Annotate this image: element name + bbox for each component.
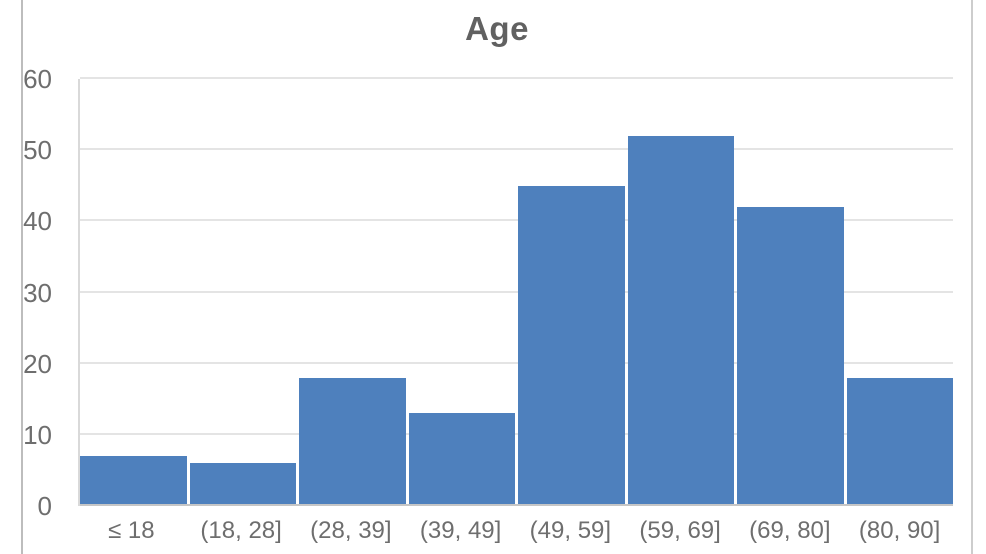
gridline-60 bbox=[80, 77, 953, 79]
x-tick-label-1: (18, 28] bbox=[200, 517, 282, 544]
bar-4 bbox=[518, 185, 625, 506]
y-tick-label-10: 10 bbox=[23, 419, 52, 450]
bar-1 bbox=[189, 463, 296, 506]
chart-border-left bbox=[21, 0, 23, 554]
gridline-10 bbox=[80, 432, 953, 435]
chart-border-right bbox=[971, 0, 973, 554]
bar-2 bbox=[299, 377, 406, 506]
gridline-30 bbox=[80, 290, 953, 293]
bar-5 bbox=[627, 135, 734, 506]
x-axis-line bbox=[80, 504, 953, 506]
y-tick-label-60: 60 bbox=[23, 64, 52, 94]
x-tick-label-6: (69, 80] bbox=[749, 517, 831, 544]
y-tick-label-30: 30 bbox=[23, 277, 52, 308]
x-tick-label-5: (59, 69] bbox=[639, 517, 721, 544]
x-tick-label-7: (80, 90] bbox=[858, 517, 941, 544]
bar-3 bbox=[408, 413, 515, 506]
y-tick-label-40: 40 bbox=[23, 206, 52, 237]
x-tick-label-3: (39, 49] bbox=[419, 517, 502, 544]
x-tick-label-0: ≤ 18 bbox=[108, 517, 155, 544]
bars bbox=[80, 79, 953, 506]
gridline-40 bbox=[80, 219, 953, 222]
bar-7 bbox=[846, 377, 953, 506]
chart-title: Age bbox=[465, 10, 529, 47]
y-axis-labels: 0 10 20 30 40 50 60 bbox=[0, 65, 64, 520]
bar-6 bbox=[737, 207, 844, 506]
x-tick-label-2: (28, 39] bbox=[310, 517, 392, 544]
gridline-50 bbox=[80, 148, 953, 151]
x-tick-label-4: (49, 59] bbox=[529, 517, 612, 544]
x-axis-labels: ≤ 18 (18, 28] (28, 39] (39, 49] (49, 59] (59,… bbox=[78, 516, 953, 546]
bar-0 bbox=[80, 456, 187, 506]
gridline-20 bbox=[80, 361, 953, 364]
plot-area bbox=[78, 77, 953, 506]
y-tick-label-0: 0 bbox=[37, 491, 52, 521]
y-tick-label-20: 20 bbox=[23, 348, 52, 379]
y-tick-label-50: 50 bbox=[23, 135, 52, 166]
